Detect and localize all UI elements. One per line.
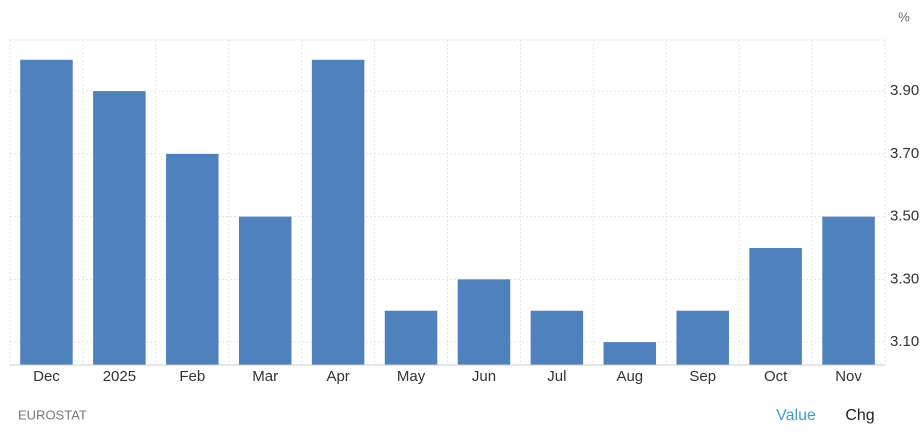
y-tick-label: 3.50 [890, 208, 919, 225]
bar [93, 91, 146, 366]
y-tick-label: 3.30 [890, 270, 919, 287]
bar [749, 247, 802, 365]
bar [676, 310, 729, 365]
x-tick-label: May [397, 368, 426, 385]
bar [238, 216, 292, 365]
x-tick-label: Nov [835, 368, 862, 385]
x-tick-label: Jul [547, 368, 566, 385]
tab-chg[interactable]: Chg [845, 407, 874, 424]
y-tick-label: 3.90 [890, 82, 919, 99]
x-tick-label: Feb [179, 368, 205, 385]
bar [20, 59, 73, 365]
source: EUROSTAT [18, 407, 87, 422]
x-tick-label: Oct [764, 368, 788, 385]
y-tick-label: 3.70 [890, 145, 919, 162]
x-tick-label: Jun [472, 368, 496, 385]
bar [311, 59, 365, 365]
bar [603, 342, 657, 365]
bar [822, 216, 875, 365]
bar [530, 310, 584, 365]
bar [384, 310, 438, 365]
y-tick-label: 3.10 [890, 333, 919, 350]
x-tick-label: Apr [326, 368, 349, 385]
x-tick-label: Sep [689, 368, 716, 385]
unit-label: % [898, 9, 910, 24]
x-tick-label: 2025 [103, 368, 136, 385]
x-tick-label: Mar [252, 368, 278, 385]
tab-value[interactable]: Value [776, 407, 816, 424]
x-tick-label: Aug [616, 368, 643, 385]
x-tick-label: Dec [33, 368, 60, 385]
bar [457, 279, 511, 365]
bar [166, 153, 219, 365]
